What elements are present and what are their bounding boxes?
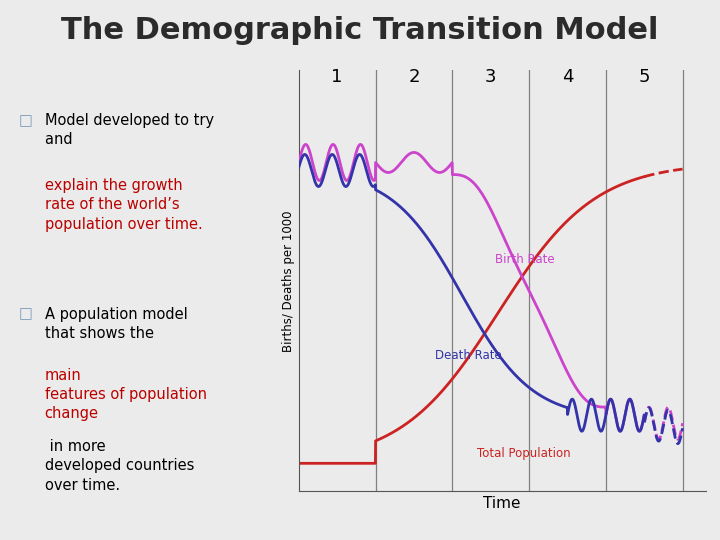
Text: main
features of population
change: main features of population change xyxy=(45,368,207,421)
Text: 3: 3 xyxy=(485,68,496,86)
Text: Total Population: Total Population xyxy=(477,447,570,460)
X-axis label: Time: Time xyxy=(483,496,521,510)
Text: in more
developed countries
over time.: in more developed countries over time. xyxy=(45,440,194,492)
Text: Model developed to try
and: Model developed to try and xyxy=(45,113,214,147)
Text: 4: 4 xyxy=(562,68,573,86)
Text: □: □ xyxy=(19,113,32,128)
Text: explain the growth
rate of the world’s
population over time.: explain the growth rate of the world’s p… xyxy=(45,178,202,232)
Text: □: □ xyxy=(19,307,32,322)
Y-axis label: Births/ Deaths per 1000: Births/ Deaths per 1000 xyxy=(282,210,294,352)
Text: Death Rate: Death Rate xyxy=(436,349,502,362)
Text: A population model
that shows the: A population model that shows the xyxy=(45,307,187,341)
Text: Birth Rate: Birth Rate xyxy=(495,253,554,266)
Text: 1: 1 xyxy=(331,68,343,86)
Text: 2: 2 xyxy=(408,68,420,86)
Text: The Demographic Transition Model: The Demographic Transition Model xyxy=(61,16,659,45)
Text: 5: 5 xyxy=(639,68,650,86)
